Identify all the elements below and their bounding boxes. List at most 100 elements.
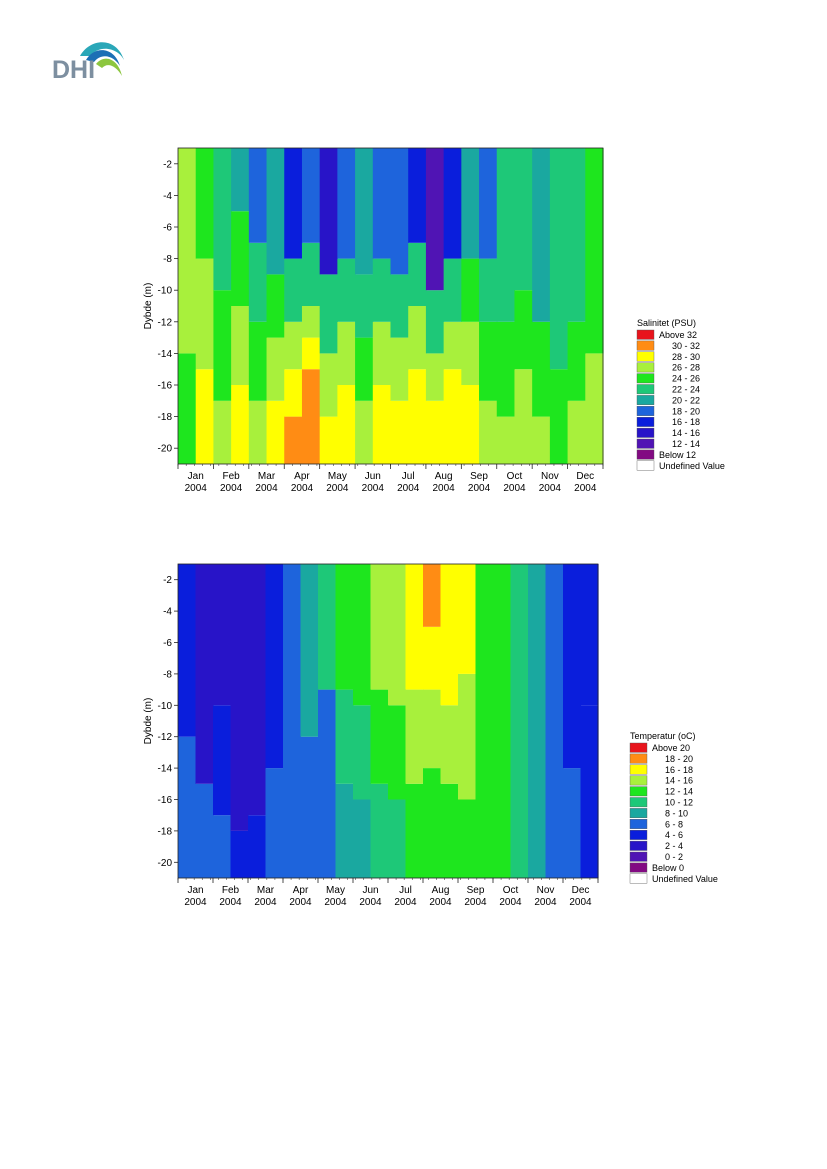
heatmap-cell	[370, 783, 389, 878]
x-tick-label-month: Jun	[362, 885, 378, 896]
x-tick-label-month: Apr	[294, 471, 310, 482]
heatmap-cell	[443, 321, 462, 370]
legend-label: 18 - 20	[665, 754, 693, 764]
heatmap-cell	[549, 148, 569, 370]
legend-swatch	[636, 329, 655, 340]
heatmap-cell	[335, 689, 354, 784]
legend-label: 12 - 14	[672, 439, 700, 449]
x-tick-label-month: Oct	[507, 471, 523, 482]
heatmap-cell	[284, 321, 303, 370]
x-tick-label-year: 2004	[464, 897, 487, 908]
heatmap-cells	[178, 148, 604, 464]
x-tick-label-year: 2004	[499, 897, 522, 908]
heatmap-cell	[213, 815, 232, 878]
heatmap-cell	[248, 242, 268, 322]
heatmap-cell	[195, 258, 215, 370]
x-tick-label-month: Oct	[503, 885, 519, 896]
heatmap-cell	[284, 148, 303, 259]
legend-swatch	[629, 775, 648, 786]
legend-label: 26 - 28	[672, 363, 700, 373]
heatmap-cell	[479, 400, 498, 464]
legend-swatch	[629, 797, 648, 808]
x-tick-label-month: Jun	[365, 471, 381, 482]
x-tick-label-month: May	[328, 471, 347, 482]
x-tick-label-year: 2004	[362, 483, 385, 494]
heatmap-cell	[178, 564, 197, 737]
x-tick-label-year: 2004	[397, 483, 420, 494]
heatmap-cell	[301, 306, 321, 338]
legend-swatch	[636, 406, 655, 416]
heatmap-cells	[178, 564, 599, 878]
heatmap-cell	[319, 353, 338, 417]
x-tick-label-month: Feb	[222, 885, 240, 896]
heatmap-cell	[423, 564, 442, 627]
heatmap-cell	[390, 274, 409, 338]
x-tick-label-year: 2004	[359, 897, 382, 908]
legend-label: 16 - 18	[672, 417, 700, 427]
y-tick-label: -10	[158, 701, 173, 712]
heatmap-cell	[265, 564, 284, 769]
x-tick-label-year: 2004	[574, 483, 597, 494]
legend-swatch	[636, 373, 655, 384]
legend-label: Above 32	[659, 330, 697, 340]
heatmap-cell	[231, 306, 250, 385]
x-tick-label-year: 2004	[185, 483, 208, 494]
heatmap-cell	[425, 400, 445, 464]
legend-label: 24 - 26	[672, 374, 700, 384]
heatmap-cell	[479, 148, 498, 259]
legend-swatch	[629, 830, 648, 840]
x-tick-label-year: 2004	[429, 897, 452, 908]
x-tick-label-month: Jul	[402, 471, 415, 482]
y-tick-label: -20	[158, 444, 173, 455]
x-tick-label-month: Sep	[467, 885, 485, 896]
y-tick-label: -12	[158, 317, 173, 328]
y-tick-label: -10	[158, 286, 173, 297]
y-tick-label: -8	[163, 669, 172, 680]
legend-label: 10 - 12	[665, 798, 693, 808]
legend-swatch	[629, 753, 648, 764]
y-tick-label: -14	[158, 764, 173, 775]
x-tick-label-year: 2004	[184, 897, 207, 908]
legend-swatch	[629, 819, 648, 829]
heatmap-cell	[405, 689, 424, 784]
legend-label: Above 20	[652, 743, 690, 753]
heatmap-cell	[178, 353, 197, 464]
heatmap-cell	[496, 148, 516, 322]
x-tick-label-year: 2004	[254, 897, 277, 908]
dhi-logo: DHI	[50, 36, 128, 84]
heatmap-cell	[493, 564, 512, 878]
legend-swatch	[629, 873, 648, 884]
x-tick-label-year: 2004	[326, 483, 349, 494]
heatmap-cell	[248, 815, 267, 878]
heatmap-cell	[266, 274, 285, 338]
x-tick-label-year: 2004	[468, 483, 491, 494]
legend-label: Below 12	[659, 450, 696, 460]
heatmap-cell	[461, 258, 480, 322]
heatmap-cell	[372, 321, 392, 385]
heatmap-cell	[405, 564, 424, 690]
x-tick-label-month: Nov	[541, 471, 559, 482]
heatmap-cell	[528, 564, 547, 878]
heatmap-cell	[496, 416, 516, 464]
y-axis-label: Dybde (m)	[143, 698, 154, 745]
y-tick-label: -18	[158, 412, 173, 423]
legend-label: 12 - 14	[665, 787, 693, 797]
heatmap-cell	[355, 274, 374, 338]
heatmap-cell	[408, 148, 427, 243]
heatmap-cell	[284, 416, 303, 464]
heatmap-cell	[514, 369, 533, 464]
heatmap-cell	[567, 400, 586, 464]
heatmap-cell	[440, 564, 459, 706]
legend-swatch	[629, 764, 648, 775]
legend-label: 28 - 30	[672, 352, 700, 362]
heatmap-cell	[390, 400, 409, 464]
heatmap-cell	[300, 736, 319, 878]
heatmap-cell	[301, 148, 321, 243]
heatmap-cell	[355, 148, 374, 275]
heatmap-cell	[580, 564, 599, 706]
legend-swatch	[636, 362, 655, 373]
y-tick-label: -16	[158, 795, 173, 806]
x-tick-label-month: Jan	[188, 471, 204, 482]
heatmap-cell	[514, 148, 533, 291]
